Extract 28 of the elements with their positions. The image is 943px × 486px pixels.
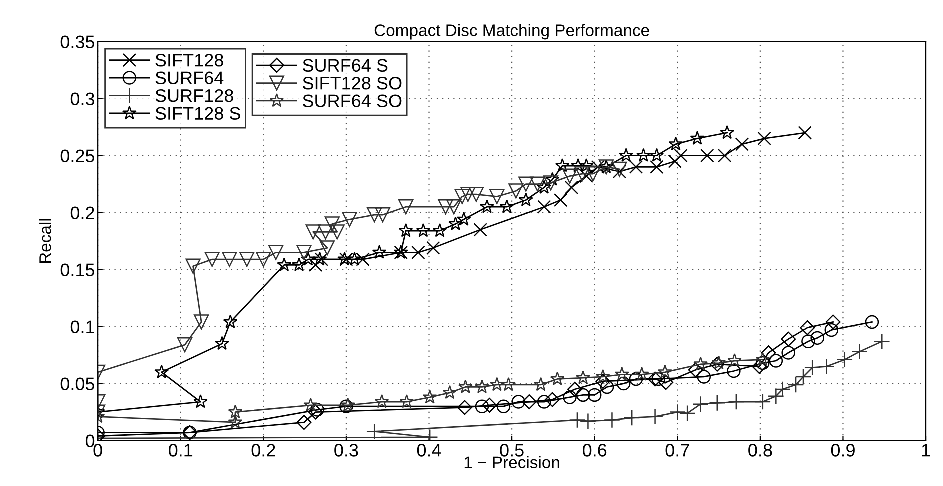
x-tick-label: 0.6 xyxy=(583,444,607,457)
legend-label: SURF64 SO xyxy=(303,94,402,108)
x-tick-label: 0.3 xyxy=(334,444,358,457)
y-tick-label: 0 xyxy=(86,434,95,448)
x-tick-label: 0.9 xyxy=(831,444,855,457)
y-axis-title: Recall xyxy=(39,219,52,264)
legend-label: SURF64 S xyxy=(303,59,388,72)
x-tick-label: 0.1 xyxy=(169,444,193,457)
y-tick-label: 0.35 xyxy=(60,36,95,49)
y-tick-label: 0.1 xyxy=(70,320,94,334)
x-tick-label: 0.8 xyxy=(748,444,772,457)
y-tick-label: 0.2 xyxy=(70,206,94,220)
y-tick-label: 0.05 xyxy=(60,378,95,391)
legend-label: SIFT128 SO xyxy=(303,76,402,90)
x-tick-label: 0.5 xyxy=(500,444,524,457)
y-tick-label: 0.15 xyxy=(60,264,95,277)
legend-label: SIFT128 S xyxy=(156,107,240,120)
legend-label: SIFT128 xyxy=(156,54,224,67)
x-tick-label: 0.7 xyxy=(666,444,690,457)
y-tick-label: 0.25 xyxy=(60,150,95,163)
chart-title: Compact Disc Matching Performance xyxy=(374,24,650,40)
x-tick-label: 1 xyxy=(922,444,930,457)
x-tick-label: 0.4 xyxy=(417,444,442,457)
x-axis-title: 1 − Precision xyxy=(464,456,560,468)
x-tick-label: 0.2 xyxy=(252,444,276,457)
legend-label: SURF64 xyxy=(156,72,224,85)
y-tick-label: 0.3 xyxy=(70,92,95,106)
legend-label: SURF128 xyxy=(156,89,234,102)
